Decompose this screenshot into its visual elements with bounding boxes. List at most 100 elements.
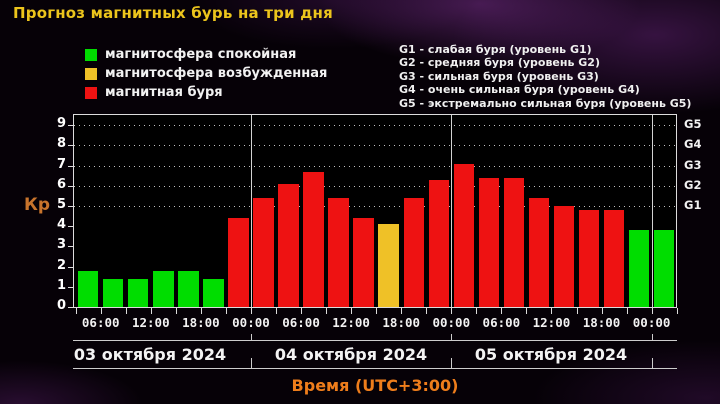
kp-tick-label: 9 [56, 116, 66, 132]
x-axis-tick [526, 308, 528, 314]
x-axis-tick [326, 308, 328, 314]
g-legend-line: G2 - средняя буря (уровень G2) [399, 56, 600, 70]
kp-bar [628, 230, 650, 307]
time-tick-label: 00:00 [432, 315, 471, 330]
kp-tick-label: 2 [56, 257, 66, 273]
day-separator-line [651, 115, 653, 307]
date-band-top-line [73, 340, 677, 341]
g-level-label: G3 [684, 157, 702, 172]
kp-bar [578, 210, 600, 307]
g-legend-line: G3 - сильная буря (уровень G3) [399, 69, 599, 83]
g-level-label: G2 [684, 177, 702, 192]
date-band-separator-top [451, 334, 453, 340]
x-axis-tick [250, 308, 252, 314]
kp-tick-label: 3 [56, 237, 66, 253]
quiet-swatch [85, 48, 97, 61]
kp-bar [403, 197, 424, 307]
legend-item-label: магнитосфера возбужденная [105, 66, 328, 81]
x-axis-tick [676, 308, 678, 314]
kp-tick-label: 8 [56, 136, 66, 152]
date-band-separator-bottom [451, 358, 453, 368]
date-band-separator-bottom [651, 358, 653, 368]
g-legend-line: G5 - экстремально сильная буря (уровень … [399, 96, 692, 110]
x-axis-tick [276, 308, 278, 314]
excited-swatch [85, 67, 97, 80]
kp-bar [453, 163, 474, 307]
kp-bar [353, 218, 374, 307]
y-axis-tick [68, 246, 73, 248]
x-axis-tick [376, 308, 378, 314]
date-label-day3: 05 октября 2024 [474, 345, 628, 364]
x-axis-tick [125, 308, 127, 314]
kp-tick-label: 0 [56, 298, 66, 313]
x-axis-tick [551, 308, 553, 314]
kp-tick-label: 5 [56, 197, 66, 212]
date-label-day1: 03 октября 2024 [73, 345, 227, 364]
kp-bar [128, 278, 149, 307]
x-axis-title: Время (UTC+3:00) [291, 376, 459, 395]
g-level-label: G4 [684, 137, 702, 152]
storm-swatch [85, 86, 97, 99]
x-axis-tick [451, 308, 453, 314]
kp-bar [328, 197, 349, 307]
kp-tick-label: 7 [56, 156, 66, 172]
time-tick-label: 12:00 [332, 315, 370, 330]
time-tick-label: 06:00 [282, 315, 320, 330]
x-axis-tick [651, 308, 653, 314]
x-axis-tick [150, 308, 152, 314]
time-tick-label: 18:00 [582, 315, 621, 330]
kp-bar [653, 230, 675, 307]
legend-item-label: магнитная буря [105, 85, 223, 100]
x-axis-tick [576, 308, 578, 314]
y-axis-tick [68, 286, 73, 288]
g-legend-line: G1 - слабая буря (уровень G1) [399, 43, 592, 56]
day-separator-line [250, 115, 252, 307]
x-axis-tick [501, 308, 503, 314]
y-axis-title: Кр [24, 195, 51, 215]
kp-tick-label: 4 [56, 217, 66, 233]
kp-bar [303, 171, 324, 307]
x-axis-tick [225, 308, 227, 314]
gridline-kp6 [74, 185, 676, 187]
plot-area [73, 114, 677, 308]
kp-bar [228, 218, 249, 307]
y-axis-tick [68, 226, 73, 228]
kp-bar [153, 270, 174, 307]
y-axis-tick [68, 185, 73, 187]
x-axis-tick [100, 308, 102, 314]
x-axis-tick [476, 308, 478, 314]
gridline-kp5 [74, 206, 676, 207]
gridline-kp7 [74, 165, 676, 167]
x-axis-tick [626, 308, 628, 314]
g-scale-legend: G1 - слабая буря (уровень G1) G2 - средня… [399, 43, 691, 110]
kp-bar [378, 224, 399, 307]
kp-bar [478, 177, 500, 307]
time-tick-label: 00:00 [232, 315, 270, 330]
y-axis-tick [68, 206, 73, 207]
page-title: Прогноз магнитных бурь на три дня [13, 4, 333, 22]
kp-bar [103, 278, 124, 307]
kp-bar [203, 278, 224, 307]
x-axis-tick [301, 308, 303, 314]
date-band-bottom-line [73, 368, 677, 369]
state-legend: магнитосфера спокойная магнитосфера возбу… [85, 45, 327, 102]
time-tick-label: 06:00 [81, 315, 120, 330]
y-axis-tick [68, 165, 73, 167]
x-axis-tick [75, 308, 77, 314]
kp-bar [503, 177, 525, 307]
time-tick-label: 12:00 [532, 315, 571, 330]
kp-tick-label: 6 [56, 176, 66, 192]
date-band-separator-top [251, 334, 252, 340]
kp-bar [553, 206, 575, 307]
g-level-label: G1 [684, 198, 702, 212]
g-level-label: G5 [684, 117, 702, 132]
day-separator-line [451, 115, 453, 307]
legend-item: магнитосфера спокойная [85, 45, 327, 64]
g-legend-line: G4 - очень сильная буря (уровень G4) [399, 83, 640, 97]
kp-bar [528, 197, 550, 307]
x-axis-tick [351, 308, 353, 314]
x-axis-tick [601, 308, 603, 314]
legend-item: магнитосфера возбужденная [85, 64, 327, 83]
x-axis-tick [175, 308, 177, 314]
